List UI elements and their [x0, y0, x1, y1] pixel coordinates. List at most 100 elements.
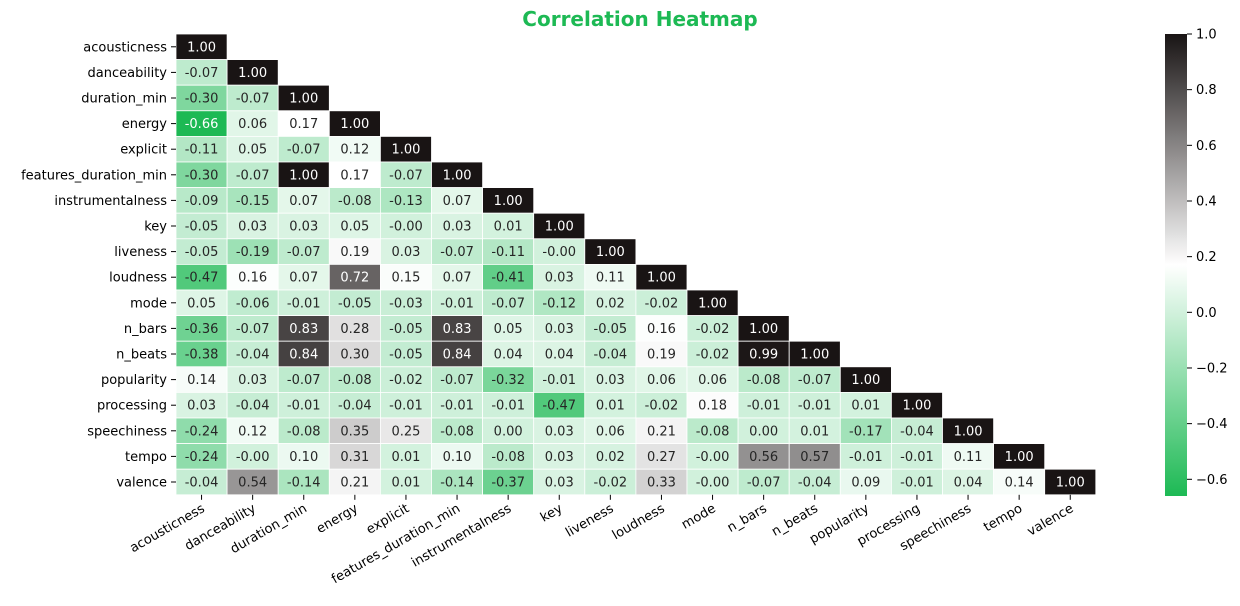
cell-value-label: 0.03 [545, 322, 574, 337]
heatmap-cell [482, 340, 535, 368]
cell-value-label: -0.05 [389, 322, 423, 337]
heatmap-cell [737, 315, 790, 342]
heatmap-cell [584, 340, 637, 368]
cell-value-label: -0.08 [747, 373, 781, 388]
cell-value-label: -0.11 [491, 245, 525, 260]
heatmap-cell [942, 443, 994, 470]
heatmap-cell [226, 161, 279, 189]
cell-value-label: 1.00 [851, 373, 880, 388]
cell-value-label: 0.31 [340, 450, 369, 465]
heatmap-cell [635, 391, 688, 419]
cell-value-label: 0.72 [340, 271, 369, 286]
heatmap-cell [328, 110, 381, 137]
heatmap-cell [379, 340, 432, 368]
heatmap-cell [891, 443, 943, 470]
heatmap-cell [226, 135, 279, 163]
heatmap-cell [839, 417, 892, 445]
cell-value-label: 0.17 [289, 117, 318, 132]
y-tick-label: speechiness [87, 424, 167, 439]
cell-value-label: -0.12 [542, 296, 576, 311]
cell-value-label: -0.01 [440, 296, 474, 311]
heatmap-cell [175, 315, 228, 342]
cell-value-label: -0.07 [287, 245, 321, 260]
heatmap-cell [328, 417, 381, 445]
cell-value-label: 0.01 [494, 220, 523, 235]
heatmap-cell [635, 340, 688, 368]
heatmap-cell [839, 391, 892, 419]
heatmap-cell [737, 443, 790, 470]
heatmap-cell [328, 315, 381, 342]
y-tick-label: n_bars [124, 322, 167, 337]
cell-value-label: 0.01 [596, 399, 625, 414]
colorbar-gradient [1165, 34, 1187, 496]
cell-value-label: 1.00 [289, 92, 318, 107]
heatmap-cell [328, 135, 381, 163]
y-tick-label: instrumentalness [54, 194, 167, 209]
cell-value-label: 0.16 [647, 322, 676, 337]
y-tick-label: mode [130, 296, 167, 311]
cell-value-label: -0.00 [236, 450, 270, 465]
cell-value-label: 1.00 [749, 322, 778, 337]
cell-value-label: -0.17 [849, 424, 883, 439]
heatmap-cell [482, 366, 535, 393]
y-tick-label: popularity [101, 373, 167, 388]
cell-value-label: 0.83 [443, 322, 472, 337]
cell-value-label: -0.37 [491, 476, 525, 491]
heatmap-cell [431, 161, 483, 189]
heatmap-cell [175, 212, 228, 240]
cell-value-label: 1.00 [187, 40, 216, 55]
heatmap-cell [226, 468, 279, 496]
heatmap-cell [226, 391, 279, 419]
cell-value-label: -0.07 [287, 143, 321, 158]
heatmap-cell [175, 187, 228, 214]
cell-value-label: -0.24 [185, 450, 219, 465]
cell-value-label: -0.02 [645, 296, 679, 311]
cell-value-label: 0.84 [443, 348, 472, 363]
y-tick-label: valence [116, 476, 167, 491]
cell-value-label: 1.00 [340, 117, 369, 132]
cell-value-label: 0.02 [596, 296, 625, 311]
cell-value-label: -0.32 [491, 373, 525, 388]
cell-value-label: 0.21 [647, 424, 676, 439]
cell-value-label: 0.15 [391, 271, 420, 286]
y-tick-label: explicit [120, 143, 167, 158]
cell-value-label: -0.04 [236, 348, 270, 363]
heatmap-cells: 1.00 -0.07 1.00 -0.30 -0.07 1.00 -0.66 0.06 0.17… [175, 33, 1097, 496]
cell-value-label: -0.38 [185, 348, 219, 363]
heatmap-cell [584, 443, 637, 470]
heatmap-cell [686, 366, 739, 393]
heatmap-cell [533, 366, 586, 393]
heatmap-cell [431, 443, 483, 470]
y-tick-label: danceability [88, 66, 168, 81]
cell-value-label: -0.07 [236, 92, 270, 107]
heatmap-cell [277, 417, 330, 445]
cell-value-label: 0.06 [596, 424, 625, 439]
heatmap-cell [226, 263, 279, 291]
heatmap-cell [277, 212, 330, 240]
heatmap-cell [686, 443, 739, 470]
cell-value-label: -0.02 [645, 399, 679, 414]
cell-value-label: -0.07 [798, 373, 832, 388]
heatmap-cell [328, 340, 381, 368]
cell-value-label: 1.00 [596, 245, 625, 260]
cell-value-label: 0.03 [545, 476, 574, 491]
cell-value-label: 0.27 [647, 450, 676, 465]
heatmap-cell [277, 84, 330, 112]
cell-value-label: -0.07 [747, 476, 781, 491]
cell-value-label: 0.19 [647, 348, 676, 363]
y-tick-label: acousticness [83, 40, 167, 55]
heatmap-cell [175, 417, 228, 445]
heatmap-cell [584, 468, 637, 496]
cell-value-label: 0.05 [340, 220, 369, 235]
cell-value-label: -0.08 [491, 450, 525, 465]
cell-value-label: -0.01 [798, 399, 832, 414]
cell-value-label: -0.05 [185, 220, 219, 235]
cell-value-label: 0.54 [238, 476, 267, 491]
cell-value-label: -0.30 [185, 168, 219, 183]
colorbar-tick-label: 1.0 [1196, 28, 1217, 43]
cell-value-label: 0.00 [749, 424, 778, 439]
heatmap-cell [431, 315, 483, 342]
heatmap-cell [226, 315, 279, 342]
cell-value-label: -0.30 [185, 92, 219, 107]
